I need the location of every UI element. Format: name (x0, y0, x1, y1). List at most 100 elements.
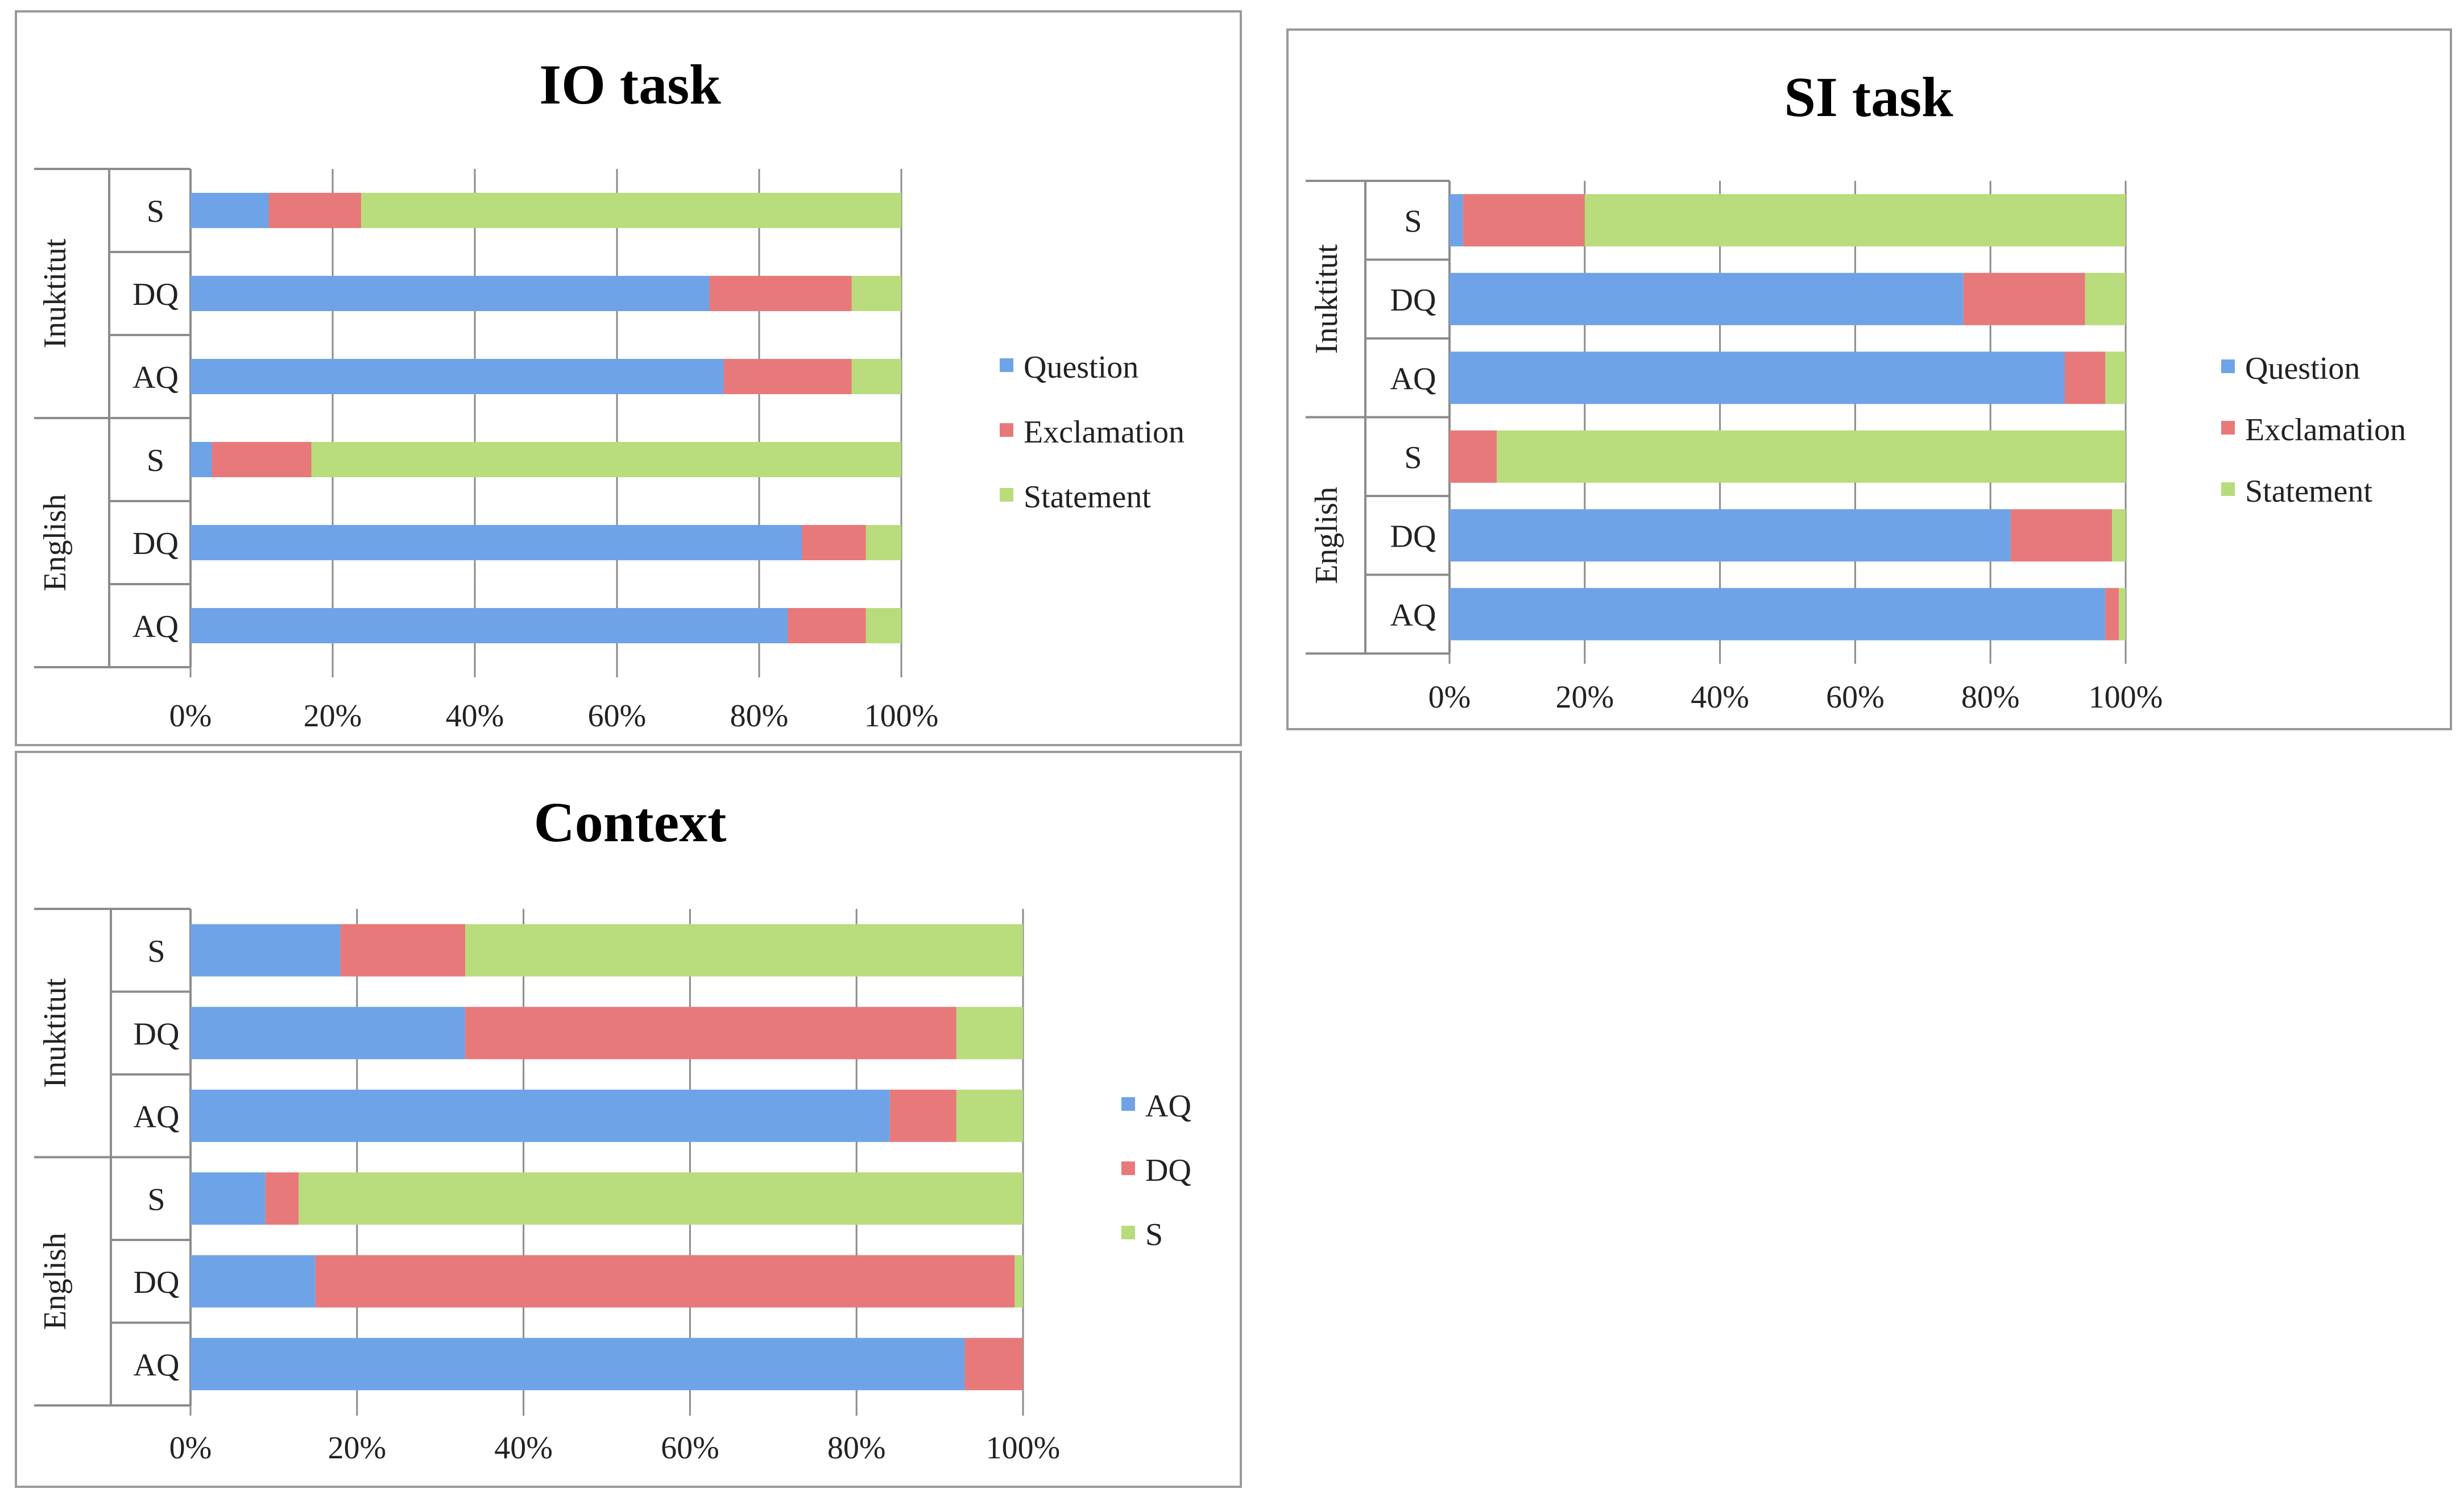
category-label: DQ (134, 1265, 180, 1300)
x-tick-label: 0% (169, 1430, 212, 1466)
x-tick-label: 40% (1691, 680, 1749, 715)
bar-statement (311, 442, 901, 477)
x-tick-label: 40% (446, 698, 504, 734)
bar-s (1014, 1255, 1023, 1308)
bar-question (191, 442, 212, 477)
bar-exclamation (2010, 509, 2113, 562)
bar-statement (851, 359, 901, 394)
si-task-chart: SI task 0% 20% 40% 60% 80% 100% Inuktitut S DQ AQ… (1306, 65, 2406, 715)
bar-dq (465, 1007, 956, 1060)
bar-statement (1497, 430, 2126, 483)
chart-title: IO task (539, 53, 721, 116)
context-chart: Context 0% 20% 40% 60% 80% 100% Inuktitut S DQ AQ… (34, 791, 1191, 1466)
category-label: DQ (132, 526, 179, 561)
bar-question (1450, 194, 1463, 247)
bar-statement (2105, 352, 2126, 404)
context-chart-panel: Context 0% 20% 40% 60% 80% 100% Inuktitut S DQ AQ… (15, 751, 1242, 1488)
bar-exclamation (2064, 352, 2106, 404)
bar-dq (265, 1172, 299, 1225)
legend-swatch (1121, 1226, 1135, 1239)
x-tick-label: 60% (661, 1430, 719, 1466)
legend-swatch (1000, 423, 1013, 437)
category-label: AQ (132, 609, 179, 644)
bar-statement (361, 193, 901, 228)
bar-question (191, 193, 269, 228)
bar-statement (865, 608, 901, 643)
category-label: S (147, 443, 164, 478)
bar-dq (340, 924, 466, 977)
bar-question (1450, 352, 2065, 404)
bar-question (1450, 509, 2011, 562)
io-task-chart: IO task 0% 20% 40% 60% 80% 100% Inuktitut S DQ AQ… (34, 53, 1185, 734)
bar-aq (191, 1172, 266, 1225)
bar-exclamation (2105, 588, 2119, 640)
bar-s (465, 924, 1023, 977)
bar-question (191, 525, 802, 560)
bar-statement (2112, 509, 2126, 562)
group-label: English (38, 1233, 73, 1330)
bar-dq (889, 1089, 956, 1142)
legend-label: Statement (2245, 474, 2372, 509)
x-tick-label: 100% (864, 698, 939, 734)
group-label: Inuktitut (38, 238, 73, 348)
bar-s (956, 1089, 1023, 1142)
bar-question (1450, 588, 2106, 640)
x-tick-label: 100% (986, 1430, 1061, 1466)
bar-dq (964, 1338, 1023, 1391)
category-label: DQ (134, 1016, 180, 1052)
x-tick-label: 80% (1961, 680, 2020, 715)
category-label: DQ (1390, 519, 1436, 554)
category-label: AQ (132, 360, 179, 395)
legend-label: S (1145, 1217, 1163, 1252)
io-task-chart-panel: IO task 0% 20% 40% 60% 80% 100% Inuktitut S DQ AQ… (15, 10, 1242, 746)
bar-statement (2119, 588, 2126, 640)
bar-question (1450, 272, 1964, 325)
group-label: Inuktitut (38, 978, 73, 1087)
bar-exclamation (723, 359, 852, 394)
x-tick-label: 80% (827, 1430, 886, 1466)
x-tick-label: 0% (1428, 680, 1471, 715)
category-label: S (147, 194, 164, 229)
legend-label: Exclamation (2245, 412, 2406, 448)
bar-statement (2085, 272, 2126, 325)
category-label: AQ (1390, 598, 1436, 633)
bar-statement (865, 525, 901, 560)
x-tick-label: 20% (304, 698, 362, 734)
x-tick-label: 60% (1826, 680, 1885, 715)
legend-swatch (2221, 482, 2235, 496)
bar-exclamation (1463, 194, 1585, 247)
category-label: S (147, 934, 165, 969)
x-tick-label: 100% (2089, 680, 2163, 715)
x-tick-label: 80% (730, 698, 789, 734)
bar-exclamation (212, 442, 312, 477)
legend-swatch (2221, 359, 2235, 373)
legend-label: DQ (1145, 1153, 1191, 1188)
legend-swatch (1121, 1161, 1135, 1175)
group-label: English (1309, 487, 1344, 584)
category-label: AQ (1390, 361, 1436, 396)
bar-s (956, 1007, 1023, 1060)
legend-label: AQ (1145, 1089, 1191, 1124)
legend-swatch (1000, 358, 1013, 372)
legend-swatch (1121, 1097, 1135, 1111)
bar-exclamation (1963, 272, 2085, 325)
x-tick-label: 60% (588, 698, 647, 734)
legend-swatch (2221, 421, 2235, 435)
category-label: S (1404, 204, 1422, 239)
si-task-chart-panel: SI task 0% 20% 40% 60% 80% 100% Inuktitut S DQ AQ… (1286, 28, 2452, 730)
legend-label: Statement (1024, 479, 1151, 515)
bar-question (191, 276, 710, 311)
legend-swatch (1000, 488, 1013, 502)
bar-exclamation (1450, 430, 1497, 483)
x-tick-label: 40% (494, 1430, 553, 1466)
group-label: English (38, 494, 73, 591)
bar-exclamation (268, 193, 361, 228)
bar-aq (191, 1089, 890, 1142)
category-label: AQ (134, 1099, 180, 1135)
legend-label: Question (2245, 351, 2360, 386)
category-label: AQ (134, 1347, 180, 1383)
bar-aq (191, 1338, 965, 1391)
bar-question (191, 608, 788, 643)
x-tick-label: 0% (169, 698, 212, 734)
x-tick-label: 20% (1555, 680, 1614, 715)
